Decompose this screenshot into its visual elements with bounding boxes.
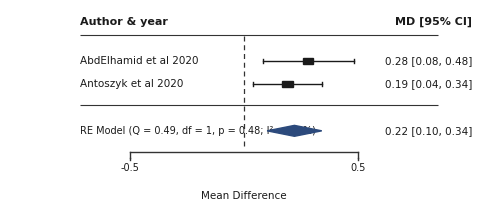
Polygon shape: [267, 125, 322, 136]
Text: 0.22 [0.10, 0.34]: 0.22 [0.10, 0.34]: [385, 126, 472, 136]
Text: 0.28 [0.08, 0.48]: 0.28 [0.08, 0.48]: [385, 56, 472, 66]
Text: AbdElhamid et al 2020: AbdElhamid et al 2020: [80, 56, 198, 66]
Bar: [282, 81, 292, 87]
Text: RE Model (Q = 0.49, df = 1, p = 0.48; I² = 0.0%): RE Model (Q = 0.49, df = 1, p = 0.48; I²…: [80, 126, 316, 136]
Text: Mean Difference: Mean Difference: [202, 191, 287, 201]
Text: MD [95% CI]: MD [95% CI]: [395, 17, 472, 27]
Bar: [303, 58, 313, 64]
Text: 0.19 [0.04, 0.34]: 0.19 [0.04, 0.34]: [385, 79, 472, 89]
Text: 0.5: 0.5: [350, 163, 366, 173]
Text: -0.5: -0.5: [121, 163, 140, 173]
Text: Antoszyk et al 2020: Antoszyk et al 2020: [80, 79, 184, 89]
Text: Author & year: Author & year: [80, 17, 168, 27]
